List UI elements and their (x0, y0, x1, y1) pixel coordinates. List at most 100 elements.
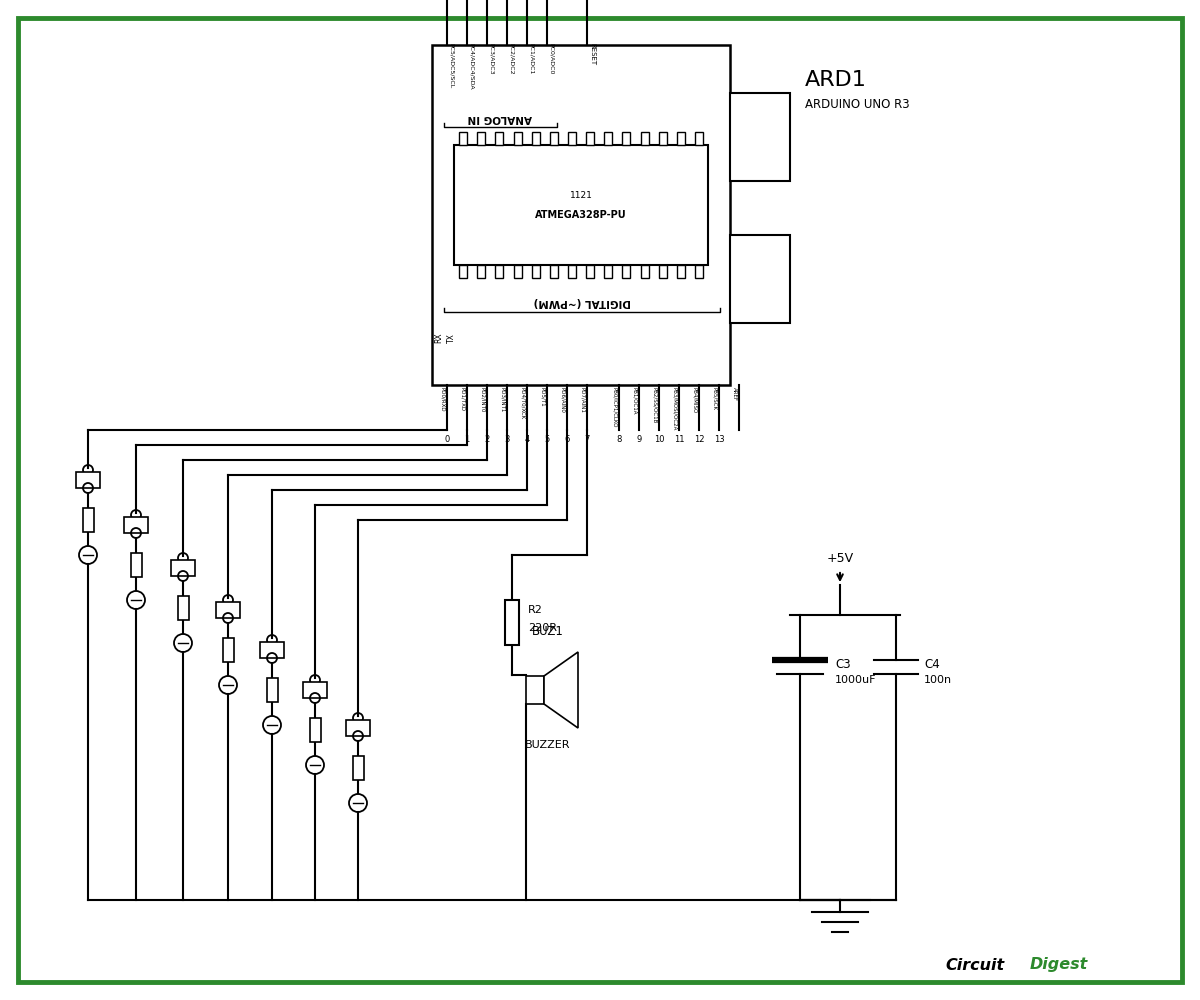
Bar (605, 132, 612, 145)
Bar (568, 132, 576, 145)
Text: PD4/T0/XCK: PD4/T0/XCK (520, 387, 526, 419)
Bar (730, 235, 790, 323)
Bar (695, 265, 703, 278)
Bar (514, 265, 522, 278)
Bar (310, 718, 320, 742)
Bar (623, 132, 630, 145)
Bar (659, 265, 667, 278)
Text: PB3/MOSI/OC2A: PB3/MOSI/OC2A (672, 387, 677, 430)
Bar (695, 132, 703, 145)
Text: DIGITAL (~PWM): DIGITAL (~PWM) (533, 297, 631, 307)
Text: BUZZER: BUZZER (526, 740, 571, 750)
Bar (505, 600, 520, 645)
Bar (532, 265, 540, 278)
Text: Circuit: Circuit (946, 958, 1004, 972)
Bar (677, 265, 685, 278)
Text: ATMEGA328P-PU: ATMEGA328P-PU (535, 210, 626, 220)
Text: PD3/INT1: PD3/INT1 (500, 387, 505, 412)
Bar (454, 145, 708, 265)
Bar (83, 508, 94, 532)
Bar (641, 132, 648, 145)
Text: PC4/ADC4/SDA: PC4/ADC4/SDA (469, 43, 474, 90)
Bar (346, 720, 370, 736)
Bar (659, 132, 667, 145)
Text: C3: C3 (835, 658, 851, 670)
Bar (266, 678, 277, 702)
Bar (730, 93, 790, 181)
Text: 3: 3 (504, 435, 510, 444)
Bar (178, 596, 188, 620)
Bar (550, 132, 558, 145)
Text: 1: 1 (464, 435, 469, 444)
Text: PD7/AIN1: PD7/AIN1 (580, 387, 586, 413)
Text: PD1/TXD: PD1/TXD (460, 387, 466, 411)
Text: 1000uF: 1000uF (835, 675, 876, 685)
Text: +5V: +5V (827, 552, 853, 565)
Polygon shape (544, 652, 578, 728)
Bar (131, 553, 142, 577)
Bar (353, 756, 364, 780)
Bar (605, 265, 612, 278)
Text: 9: 9 (636, 435, 642, 444)
Text: Digest: Digest (1030, 958, 1088, 972)
Bar (496, 265, 503, 278)
Text: RESET: RESET (589, 43, 595, 65)
Bar (222, 638, 234, 662)
Text: PB2/SS/OC1B: PB2/SS/OC1B (652, 387, 658, 423)
Text: 1121: 1121 (570, 190, 593, 200)
Bar (260, 642, 284, 658)
Text: PC0/ADC0: PC0/ADC0 (550, 43, 554, 74)
Text: 13: 13 (714, 435, 725, 444)
Text: PC3/ADC3: PC3/ADC3 (490, 43, 494, 75)
Bar (478, 132, 485, 145)
Text: 12: 12 (694, 435, 704, 444)
Text: PD6/AIN0: PD6/AIN0 (560, 387, 565, 413)
Text: 220R: 220R (528, 623, 557, 633)
Bar (532, 132, 540, 145)
Text: PB1/OC1A: PB1/OC1A (632, 387, 637, 414)
Text: R2: R2 (528, 605, 542, 615)
Bar (623, 265, 630, 278)
Text: 10: 10 (654, 435, 665, 444)
Text: 5: 5 (545, 435, 550, 444)
Text: 11: 11 (673, 435, 684, 444)
Text: TX: TX (446, 333, 456, 343)
Bar (460, 265, 467, 278)
Text: PD2/INT0: PD2/INT0 (480, 387, 485, 412)
Text: PC1/ADC1: PC1/ADC1 (529, 43, 534, 74)
Text: ANALOG IN: ANALOG IN (468, 113, 533, 123)
Text: 2: 2 (485, 435, 490, 444)
Bar (526, 676, 544, 704)
Bar (172, 560, 194, 576)
Text: PB4/MISO: PB4/MISO (692, 387, 697, 413)
Bar (216, 602, 240, 618)
Text: PD0/RXD: PD0/RXD (440, 387, 445, 412)
Text: 100n: 100n (924, 675, 952, 685)
Bar (496, 132, 503, 145)
Text: ARD1: ARD1 (805, 70, 866, 90)
Text: 0: 0 (444, 435, 450, 444)
Text: 4: 4 (524, 435, 529, 444)
Text: PB0/ICP1/CLKO: PB0/ICP1/CLKO (612, 387, 617, 428)
Bar (586, 132, 594, 145)
Bar (586, 265, 594, 278)
Text: AREF: AREF (732, 387, 737, 401)
Text: 6: 6 (564, 435, 570, 444)
Bar (460, 132, 467, 145)
Text: 8: 8 (617, 435, 622, 444)
Text: 7: 7 (584, 435, 589, 444)
Text: ARDUINO UNO R3: ARDUINO UNO R3 (805, 99, 910, 111)
Text: PC5/ADC5/SCL: PC5/ADC5/SCL (449, 43, 454, 88)
Bar (478, 265, 485, 278)
Bar (76, 472, 100, 488)
Text: RX: RX (434, 333, 444, 343)
Bar (641, 265, 648, 278)
Text: C4: C4 (924, 658, 940, 670)
Bar (568, 265, 576, 278)
Bar (514, 132, 522, 145)
Text: PD5/T1: PD5/T1 (540, 387, 545, 407)
Bar (432, 45, 730, 385)
Bar (677, 132, 685, 145)
Text: PB5/SCK: PB5/SCK (712, 387, 718, 410)
Text: BUZ1: BUZ1 (532, 625, 564, 638)
